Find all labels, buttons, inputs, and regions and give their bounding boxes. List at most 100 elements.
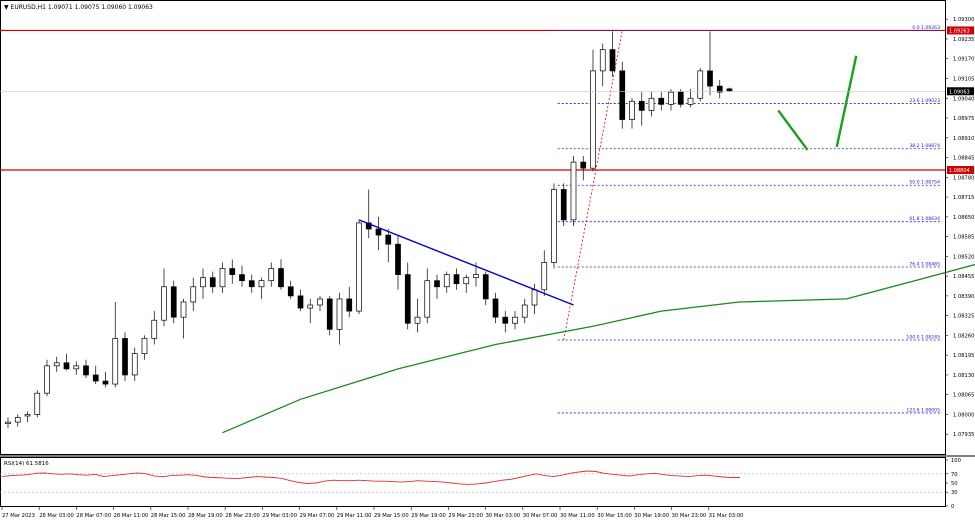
rsi-tick-label: 100: [951, 458, 961, 464]
candle-body-bull: [269, 269, 274, 281]
candle-body-bull: [142, 338, 147, 353]
candle-body-bear: [171, 287, 176, 317]
candle-body-bear: [347, 299, 352, 311]
y-tick-label: 1.08260: [953, 333, 974, 339]
y-tick-label: 1.08325: [953, 314, 974, 320]
candle-body-bull: [132, 354, 137, 375]
candle-body-bear: [376, 229, 381, 235]
y-tick-label: 1.08975: [953, 116, 974, 122]
y-tick-label: 1.08000: [953, 412, 974, 418]
candle-body-bull: [220, 269, 225, 287]
x-tick-label: 28 Mar 03:00: [39, 513, 74, 519]
candle-body-bear: [279, 269, 284, 287]
candle-body-bull: [162, 287, 167, 320]
rsi-label: RSI(14) 61.5816: [4, 461, 49, 467]
y-tick-label: 1.09040: [953, 96, 974, 102]
x-tick-label: 27 Mar 2023: [2, 513, 35, 519]
candle-body-bear: [298, 296, 303, 308]
candle: [678, 89, 683, 107]
candle-body-bear: [84, 366, 89, 375]
candle-body-bull: [698, 71, 703, 98]
candle-body-bear: [678, 92, 683, 104]
candle-body-bull: [415, 317, 420, 323]
fib-level-label: 100.0 1.08245: [906, 334, 940, 340]
candle-body-bear: [620, 71, 625, 120]
candle: [35, 390, 40, 417]
y-tick-label: 1.09300: [953, 17, 974, 23]
candle: [123, 332, 128, 381]
x-tick-label: 29 Mar 07:00: [300, 513, 335, 519]
candle-body-bull: [74, 366, 79, 369]
candle-body-bull: [318, 299, 323, 305]
rsi-tick-label: 0: [951, 504, 954, 510]
candle-body-bull: [425, 281, 430, 317]
candle-body-bull: [630, 101, 635, 119]
candle: [698, 68, 703, 101]
candle-body-bull: [45, 366, 50, 393]
candle: [620, 62, 625, 129]
y-tick-label: 1.09170: [953, 57, 974, 63]
x-tick-label: 29 Mar 11:00: [337, 513, 372, 519]
candle-body-bull: [308, 305, 313, 308]
candle-body-bull: [201, 278, 206, 287]
candle-body-bull: [688, 98, 693, 104]
y-tick-label: 1.08065: [953, 393, 974, 399]
y-tick-label: 1.08585: [953, 235, 974, 241]
y-tick-label: 1.08650: [953, 215, 974, 221]
candle-body-bull: [357, 223, 362, 311]
fib-level-label: 38.2 1.08874: [909, 143, 940, 149]
y-tick-label: 1.08390: [953, 294, 974, 300]
candle: [171, 281, 176, 324]
candle-body-bull: [35, 393, 40, 414]
y-tick-label: 1.08520: [953, 254, 974, 260]
x-tick-label: 28 Mar 15:00: [151, 513, 186, 519]
candle: [561, 183, 566, 226]
x-tick-label: 30 Mar 23:00: [672, 513, 707, 519]
candle-body-bull: [181, 302, 186, 317]
candle-body-bear: [503, 317, 508, 323]
x-tick-label: 29 Mar 15:00: [374, 513, 409, 519]
candle-body-bear: [240, 275, 245, 281]
y-tick-label: 1.08455: [953, 274, 974, 280]
fib-level-label: 0.0 1.09263: [912, 25, 940, 31]
x-tick-label: 30 Mar 19:00: [634, 513, 669, 519]
x-tick-label: 29 Mar 03:00: [262, 513, 297, 519]
candle-body-bull: [600, 50, 605, 71]
rsi-tick-label: 70: [951, 472, 958, 478]
fib-level-label: 23.6 1.09023: [909, 98, 940, 104]
x-tick-label: 30 Mar 15:00: [597, 513, 632, 519]
fib-level-label: 61.8 1.08634: [909, 216, 940, 222]
y-tick-label: 1.08715: [953, 195, 974, 201]
candle-body-bull: [522, 305, 527, 317]
rsi-tick-label: 30: [951, 490, 958, 496]
candle: [327, 296, 332, 336]
x-tick-label: 30 Mar 07:00: [523, 513, 558, 519]
candle-body-bull: [513, 317, 518, 323]
x-tick-label: 28 Mar 07:00: [76, 513, 111, 519]
candle-body-bull: [152, 320, 157, 338]
candle-body-bear: [727, 89, 732, 91]
y-tick-label: 1.08130: [953, 373, 974, 379]
candle-body-bull: [6, 422, 11, 424]
x-tick-label: 28 Mar 11:00: [114, 513, 149, 519]
candle-body-bear: [230, 269, 235, 275]
rsi-tick-label: 50: [951, 481, 958, 487]
candle-body-bear: [639, 101, 644, 110]
candle-body-bull: [532, 290, 537, 305]
x-tick-label: 28 Mar 23:00: [225, 513, 260, 519]
candle: [571, 156, 576, 226]
candle: [552, 183, 557, 268]
y-tick-label: 1.08195: [953, 353, 974, 359]
x-tick-label: 29 Mar 23:00: [448, 513, 483, 519]
candle-body-bull: [542, 262, 547, 289]
candle-body-bull: [649, 98, 654, 110]
price-tag-label: 1.09263: [949, 28, 970, 34]
candle-body-bull: [571, 162, 576, 220]
candle: [357, 220, 362, 314]
price-tag-label: 1.08804: [949, 168, 970, 174]
candle-body-bear: [708, 71, 713, 86]
candle-body-bear: [493, 299, 498, 317]
current-price-label: 1.09063: [949, 89, 970, 95]
